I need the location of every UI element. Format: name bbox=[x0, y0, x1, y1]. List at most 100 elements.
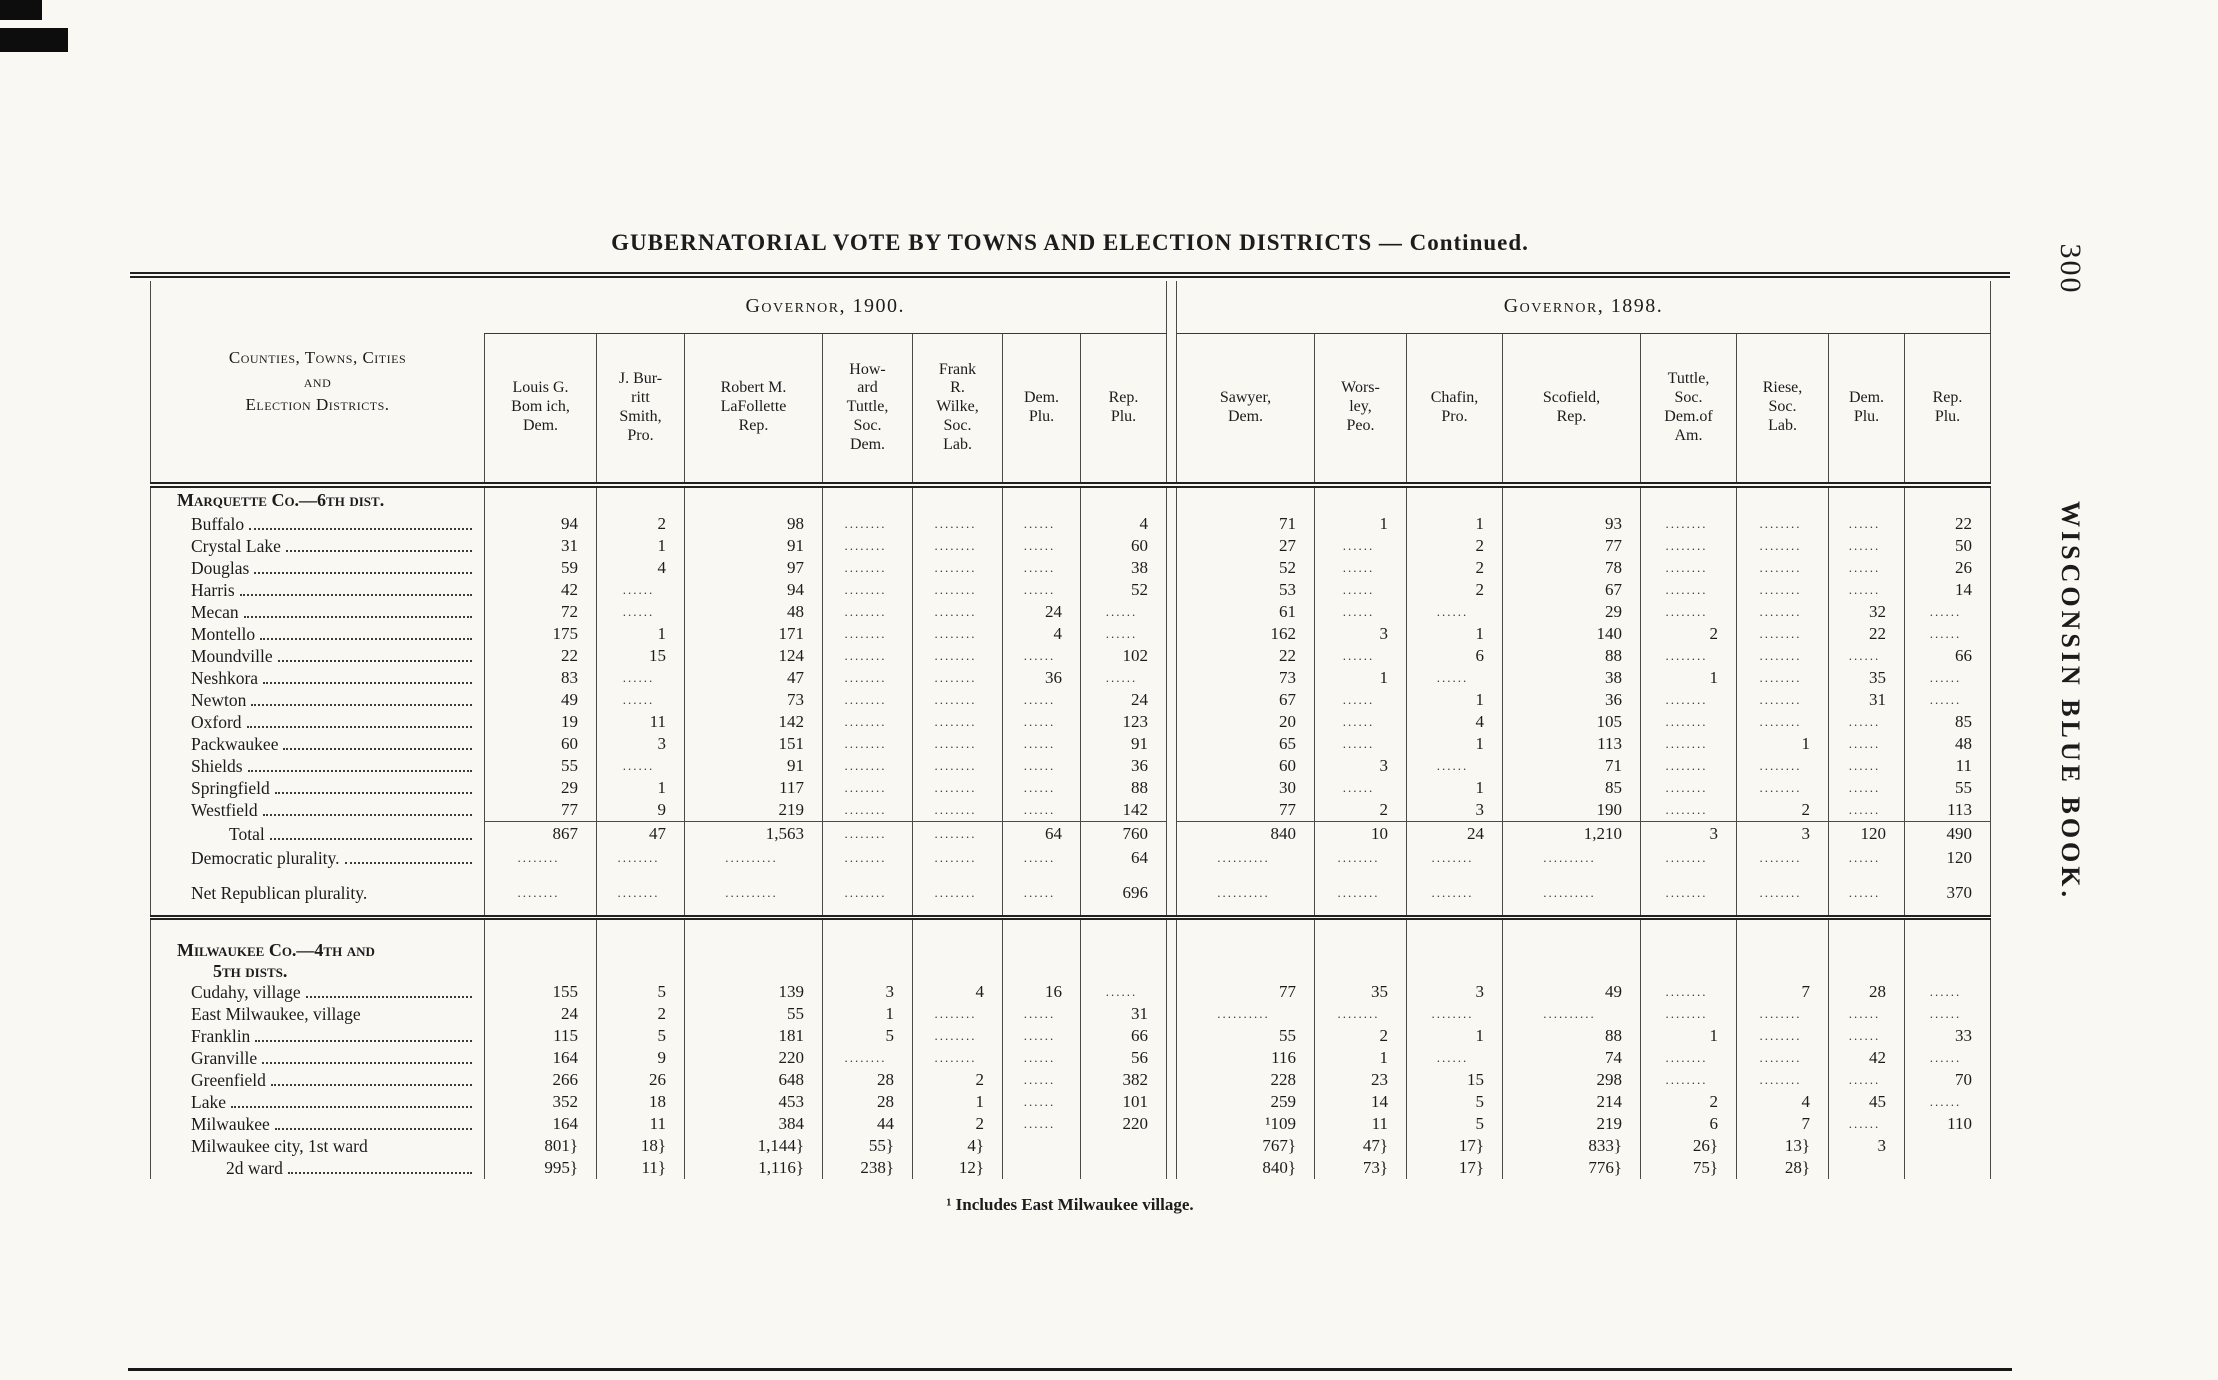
group-separator bbox=[1166, 821, 1177, 847]
cell bbox=[1640, 940, 1737, 982]
cell bbox=[150, 914, 485, 927]
cell bbox=[1080, 1157, 1167, 1180]
group-separator bbox=[1166, 513, 1177, 535]
group-separator bbox=[1166, 667, 1177, 689]
dot-leader bbox=[270, 1084, 472, 1087]
cell: 66 bbox=[1904, 645, 1991, 667]
cell: ...... bbox=[1828, 535, 1905, 557]
cell: ...... bbox=[1828, 1113, 1905, 1136]
cell: 1 bbox=[1736, 733, 1829, 755]
cell: ........ bbox=[1640, 981, 1737, 1004]
group-separator bbox=[1166, 1025, 1177, 1048]
cell: ...... bbox=[1904, 1091, 1991, 1114]
column-header: Wors- ley, Peo. bbox=[1314, 333, 1407, 485]
cell bbox=[822, 914, 913, 927]
vote-table: Counties, Towns, Cities and Election Dis… bbox=[150, 281, 1991, 1180]
cell: 220 bbox=[684, 1047, 823, 1070]
cell: ........ bbox=[912, 711, 1003, 733]
cell: 60 bbox=[1176, 755, 1315, 777]
cell: 2 bbox=[1640, 623, 1737, 645]
table-row: Milwaukee 164 11 384 44 2...... 220 ¹109 11 5 219 6… bbox=[151, 1113, 1991, 1136]
cell: 55} bbox=[822, 1135, 913, 1158]
group-separator bbox=[1166, 755, 1177, 777]
cell: ........ bbox=[912, 820, 1003, 847]
cell: 151 bbox=[684, 733, 823, 755]
spacer-row bbox=[151, 869, 1991, 882]
cell: ........ bbox=[822, 847, 913, 869]
cell: 1 bbox=[1314, 1047, 1407, 1070]
cell: ...... bbox=[1080, 981, 1167, 1004]
row-label: Mecan bbox=[151, 601, 485, 623]
cell bbox=[1904, 914, 1991, 927]
table-row: Buffalo 94 2 98...................... 4 71 1 1 9… bbox=[151, 513, 1991, 535]
cell: ........ bbox=[822, 535, 913, 557]
row-label: 2d ward bbox=[151, 1157, 485, 1179]
cell bbox=[596, 904, 685, 917]
row-label: Total bbox=[151, 821, 485, 847]
cell: ...... bbox=[1002, 535, 1081, 557]
cell bbox=[1640, 927, 1737, 940]
cell: 123 bbox=[1080, 711, 1167, 733]
cell: ...... bbox=[1828, 799, 1905, 821]
row-label: Montello bbox=[151, 623, 485, 645]
cell: ........ bbox=[822, 579, 913, 601]
row-label: Springfield bbox=[151, 777, 485, 799]
cell: 298 bbox=[1502, 1069, 1641, 1092]
cell: 1 bbox=[1406, 777, 1503, 799]
cell: 11 bbox=[596, 1113, 685, 1136]
cell: ........ bbox=[1640, 645, 1737, 667]
cell: 38 bbox=[1502, 667, 1641, 689]
dot-leader bbox=[260, 637, 472, 640]
cell: ...... bbox=[1314, 689, 1407, 711]
cell: 47} bbox=[1314, 1135, 1407, 1158]
cell: 2 bbox=[1406, 535, 1503, 557]
cell: 696 bbox=[1080, 882, 1167, 904]
cell: 3 bbox=[1736, 820, 1829, 847]
cell bbox=[1406, 869, 1503, 882]
cell: ...... bbox=[1002, 733, 1081, 755]
dot-leader bbox=[246, 725, 472, 728]
cell bbox=[1904, 869, 1991, 882]
dot-leader bbox=[344, 861, 472, 864]
cell: 74 bbox=[1502, 1047, 1641, 1070]
cell bbox=[1736, 482, 1829, 513]
group-separator bbox=[1166, 914, 1177, 927]
cell: 1 bbox=[822, 1003, 913, 1026]
stub-header: Counties, Towns, Cities and Election Dis… bbox=[228, 347, 407, 415]
cell bbox=[1176, 927, 1315, 940]
group-header-1900: Governor, 1900. bbox=[484, 281, 1167, 334]
dot-leader bbox=[239, 593, 472, 596]
cell: ........ bbox=[1640, 601, 1737, 623]
cell: 22 bbox=[1904, 513, 1991, 535]
column-header: How- ard Tuttle, Soc. Dem. bbox=[822, 333, 913, 485]
cell bbox=[822, 927, 913, 940]
side-text: WISCONSIN BLUE BOOK. bbox=[2056, 500, 2085, 902]
table-row: Granville 164 9 220...................... 56… bbox=[151, 1047, 1991, 1070]
cell: ...... bbox=[1314, 579, 1407, 601]
cell: 19 bbox=[484, 711, 597, 733]
cell: 2 bbox=[912, 1113, 1003, 1136]
cell: 56 bbox=[1080, 1047, 1167, 1070]
cell: 1 bbox=[1406, 689, 1503, 711]
cell: .......... bbox=[1502, 1003, 1641, 1026]
cell: 91 bbox=[684, 755, 823, 777]
cell: ........ bbox=[1640, 755, 1737, 777]
cell: 48 bbox=[1904, 733, 1991, 755]
cell: 171 bbox=[684, 623, 823, 645]
cell: ........ bbox=[912, 755, 1003, 777]
cell: ...... bbox=[1002, 799, 1081, 821]
cell bbox=[822, 482, 913, 513]
group-separator bbox=[1166, 535, 1177, 557]
cell: 36 bbox=[1502, 689, 1641, 711]
row-label-text: Newton bbox=[191, 689, 247, 710]
cell: ...... bbox=[1828, 733, 1905, 755]
row-label: Milwaukee Co.—4th and 5th dists. bbox=[177, 940, 375, 981]
cell: 73} bbox=[1314, 1157, 1407, 1180]
table-wrap: Counties, Towns, Cities and Election Dis… bbox=[130, 272, 2010, 1215]
cell: ........ bbox=[1314, 1003, 1407, 1026]
cell: 61 bbox=[1176, 601, 1315, 623]
scan-artifact bbox=[128, 1368, 2012, 1371]
row-label-text: Greenfield bbox=[191, 1070, 266, 1091]
cell: ...... bbox=[1002, 755, 1081, 777]
cell: ...... bbox=[1828, 557, 1905, 579]
